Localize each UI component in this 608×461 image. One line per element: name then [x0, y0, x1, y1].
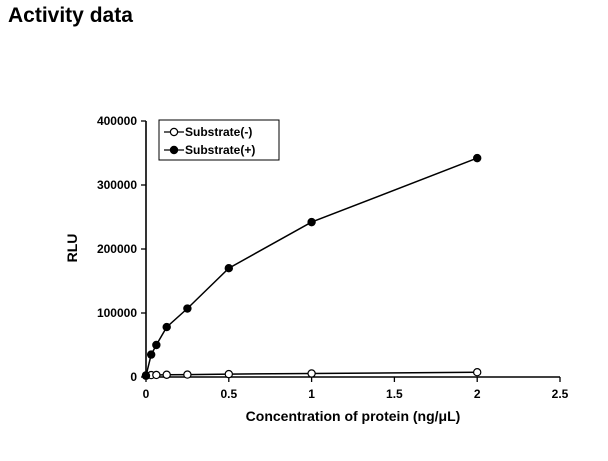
data-point [183, 304, 192, 313]
series-2 [141, 153, 482, 380]
x-tick-label: 2.5 [552, 387, 569, 401]
y-tick-label: 100000 [97, 306, 137, 320]
data-point [307, 217, 316, 227]
y-tick-label: 400000 [97, 114, 137, 128]
y-tick-label: 300000 [97, 178, 137, 192]
legend-item: Substrate(+) [164, 143, 255, 157]
data-point [152, 340, 161, 350]
y-tick-label: 0 [130, 370, 137, 384]
x-tick-label: 1 [308, 387, 315, 401]
chart-series [141, 153, 482, 380]
data-point [224, 369, 233, 379]
chart-legend: Substrate(-) Substrate(+) [158, 119, 280, 161]
legend-label: Substrate(-) [185, 125, 252, 139]
legend-marker [169, 145, 179, 155]
x-tick-label: 2 [474, 387, 481, 401]
data-point [141, 371, 151, 380]
x-tick-label: 1.5 [386, 387, 403, 401]
data-point [473, 368, 482, 377]
legend-label: Substrate(+) [185, 143, 255, 157]
x-axis-label: Concentration of protein (ng/μL) [246, 408, 461, 424]
legend-box [158, 119, 280, 161]
legend-marker [169, 127, 179, 137]
y-axis-label: RLU [64, 234, 80, 263]
data-point [224, 264, 233, 273]
data-point [162, 370, 171, 379]
data-point [307, 369, 316, 378]
data-point [146, 350, 156, 359]
page-title: Activity data [8, 4, 133, 27]
data-point [162, 322, 171, 332]
data-point [152, 370, 161, 380]
x-tick-label: 0.5 [220, 387, 237, 401]
data-point [183, 370, 192, 379]
x-tick-label: 0 [143, 387, 150, 401]
y-tick-label: 200000 [97, 242, 137, 256]
chart-axes: 0 100000 200000 300000 400000 0 0.5 1 1.5 2 2.5 [97, 114, 569, 401]
series-line [145, 157, 478, 376]
data-point [473, 153, 482, 163]
legend-item: Substrate(-) [164, 125, 252, 139]
